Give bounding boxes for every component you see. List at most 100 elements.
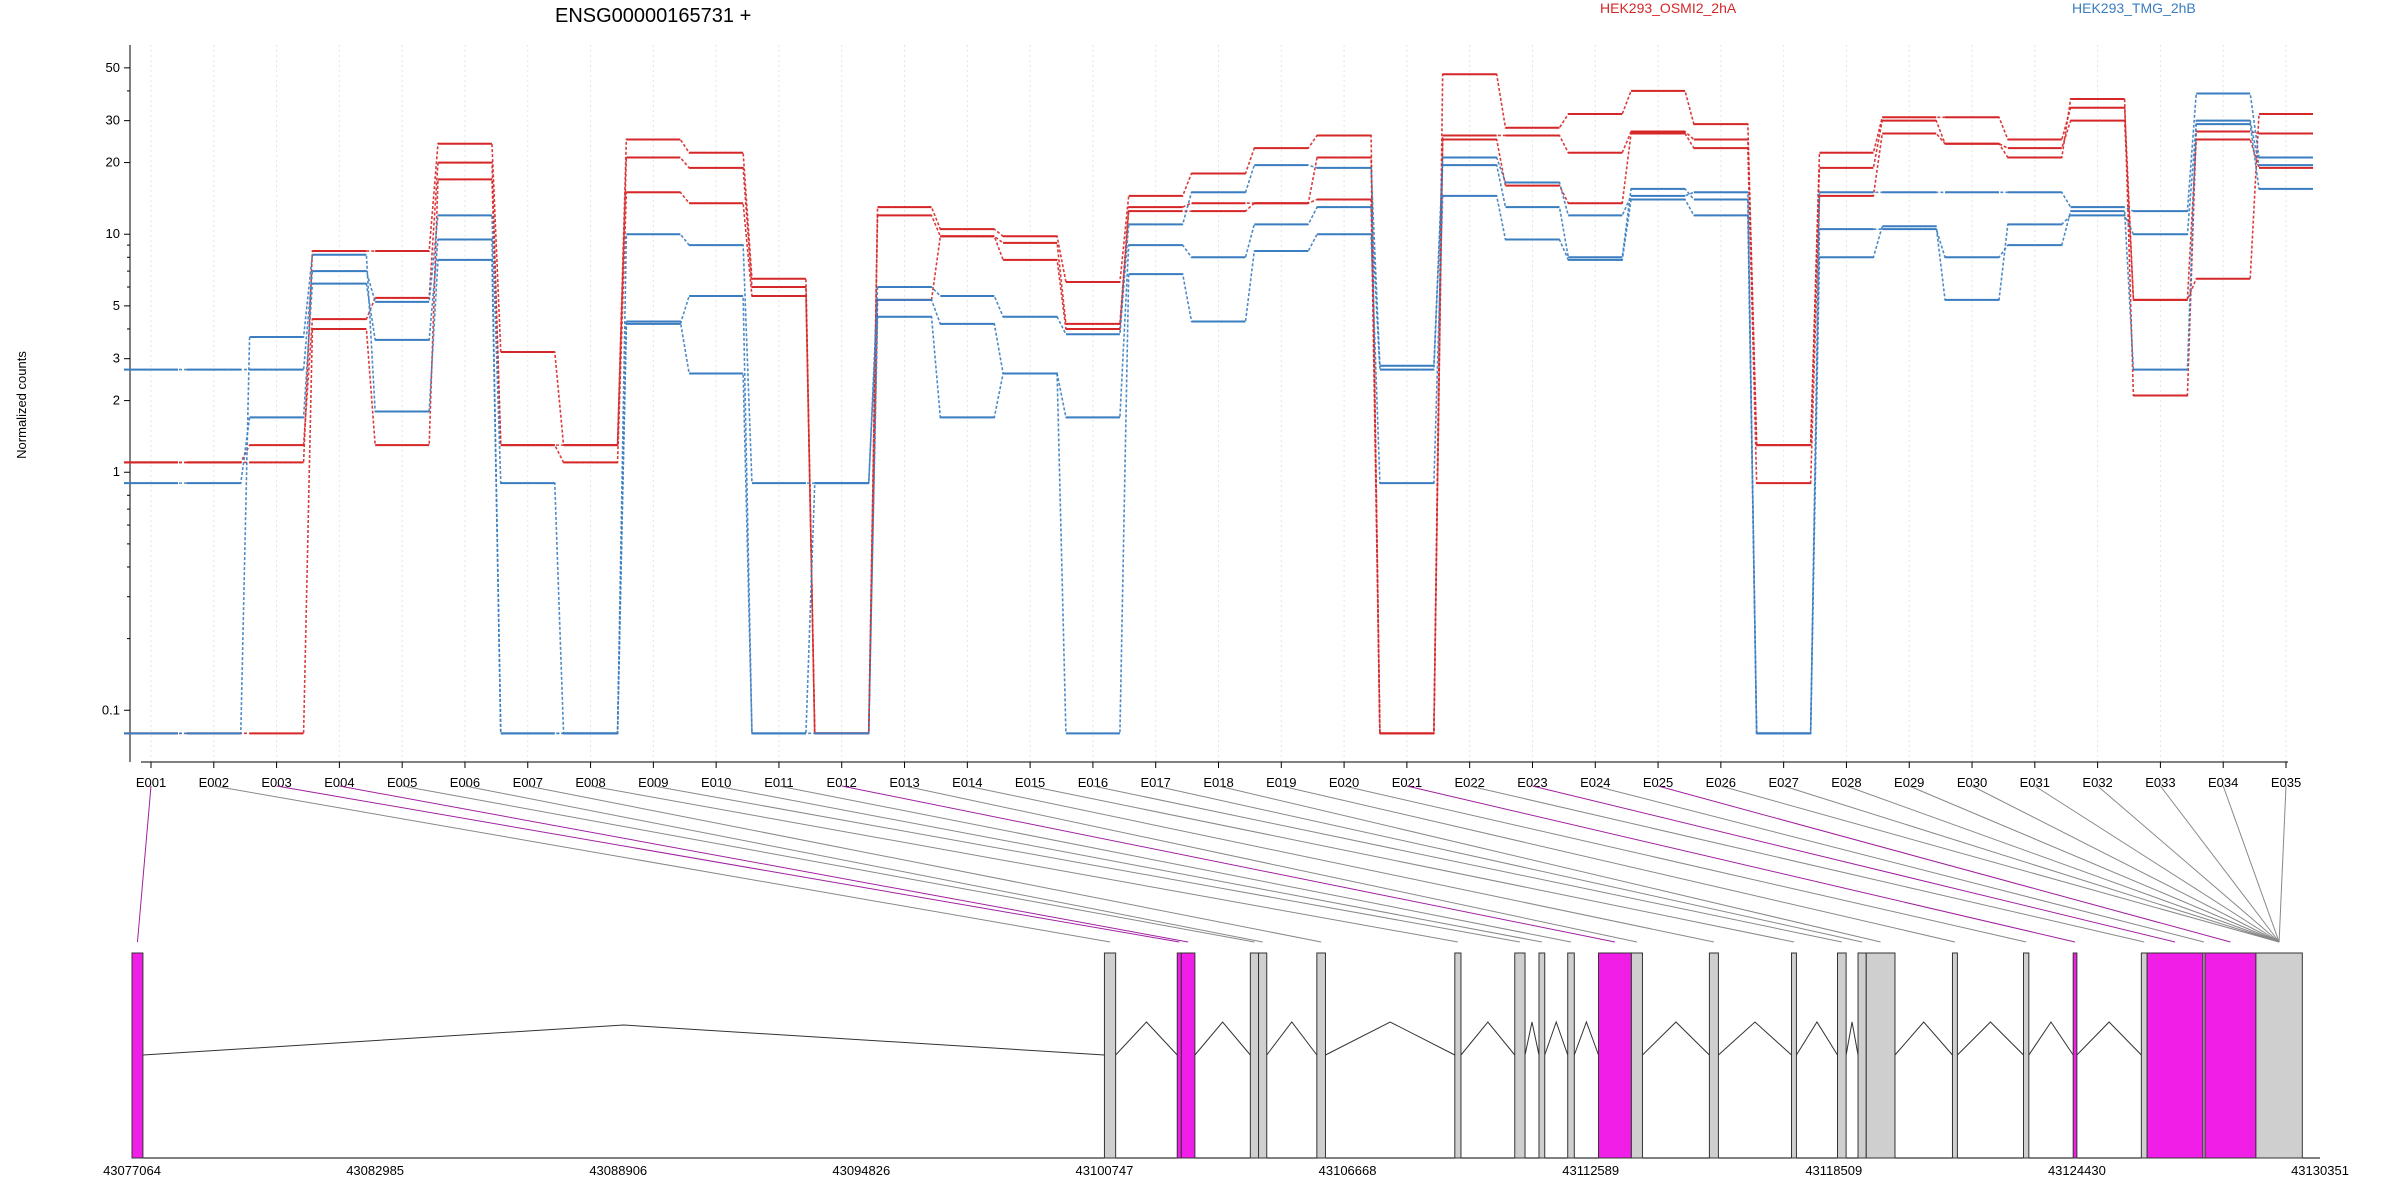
intron-line xyxy=(2028,1021,2074,1056)
x-tick-label: E012 xyxy=(827,775,857,790)
exon-connector-line xyxy=(2160,785,2280,943)
y-tick-label: 2 xyxy=(113,393,120,408)
exon-box xyxy=(1836,952,1847,1159)
y-tick-label: 20 xyxy=(106,155,120,170)
y-tick-label: 3 xyxy=(113,351,120,366)
exon-connector-line xyxy=(1281,785,1956,943)
coordinate-tick-label: 43118509 xyxy=(1805,1163,1862,1178)
exon-connector-line xyxy=(1343,785,2027,943)
intron-line xyxy=(1325,1021,1456,1056)
x-tick-label: E004 xyxy=(324,775,354,790)
exon-connector-line xyxy=(339,785,1189,943)
y-tick-label: 10 xyxy=(106,226,120,241)
x-tick-label: E028 xyxy=(1831,775,1861,790)
gene-model: 43077064 43082985 43088906 43094826 43100747… xyxy=(103,952,2349,1178)
x-tick-label: E013 xyxy=(889,775,919,790)
chart-series xyxy=(124,73,2313,735)
exon-box xyxy=(1176,952,1182,1159)
exon-connector-line xyxy=(1218,785,1881,943)
coordinate-tick-label: 43082985 xyxy=(346,1163,404,1178)
coordinate-tick-label: 43130351 xyxy=(2291,1163,2349,1178)
exon-connector-line xyxy=(1909,785,2280,943)
exon-box xyxy=(1316,952,1326,1159)
y-tick-label: 30 xyxy=(106,113,120,128)
exon-connector-line xyxy=(1092,785,1842,943)
x-tick-label: E029 xyxy=(1894,775,1924,790)
intron-line xyxy=(1544,1020,1569,1056)
exon-box xyxy=(131,952,144,1159)
exon-connector-line xyxy=(1406,785,2076,943)
x-tick-label: E002 xyxy=(199,775,229,790)
x-tick-label: E027 xyxy=(1768,775,1798,790)
exon-connector-line xyxy=(2222,785,2280,943)
x-tick-label: E006 xyxy=(450,775,480,790)
exon-box xyxy=(2072,952,2078,1159)
exon-connector-line xyxy=(967,785,1715,943)
x-tick-label: E011 xyxy=(764,775,793,790)
exon-connector-line xyxy=(590,785,1458,943)
exon-connector-line xyxy=(464,785,1263,943)
x-tick-label: E025 xyxy=(1643,775,1673,790)
exon-connector-line xyxy=(2034,785,2280,943)
intron-line xyxy=(1957,1021,2024,1056)
exon-connector-line xyxy=(136,785,152,943)
intron-line xyxy=(1115,1021,1178,1056)
exon-connector-line xyxy=(1971,785,2280,943)
x-tick-label: E031 xyxy=(2020,775,2050,790)
exon-box xyxy=(1249,952,1260,1159)
x-tick-label: E016 xyxy=(1078,775,1108,790)
intron-line xyxy=(1845,1021,1859,1056)
x-tick-label: E023 xyxy=(1517,775,1547,790)
exon-box xyxy=(1865,952,1896,1159)
exon-box xyxy=(1454,952,1462,1159)
y-tick-label: 50 xyxy=(106,60,120,75)
exon-connector-line xyxy=(653,785,1520,943)
series-line xyxy=(124,73,2313,735)
exon-connector-line xyxy=(213,785,1111,943)
exon-connector-line xyxy=(1720,785,2280,943)
x-tick-label: E015 xyxy=(1015,775,1045,790)
coordinate-tick-label: 43124430 xyxy=(2048,1163,2106,1178)
exon-connector-line xyxy=(841,785,1616,943)
chart-axes: 0.1 1 2 3 5 10 20 30 50 E001 E002 E003 E004 E005 E006 E… xyxy=(102,45,2301,790)
series-connector-path xyxy=(124,92,2313,735)
x-tick-label: E010 xyxy=(701,775,731,790)
series-line xyxy=(124,92,2313,735)
exon-connector-line xyxy=(2097,785,2280,943)
x-tick-label: E009 xyxy=(638,775,668,790)
x-tick-label: E035 xyxy=(2271,775,2301,790)
exon-connector-line xyxy=(1532,785,2176,943)
x-tick-label: E018 xyxy=(1203,775,1233,790)
intron-line xyxy=(1642,1021,1710,1056)
x-tick-label: E022 xyxy=(1454,775,1484,790)
x-tick-label: E005 xyxy=(387,775,417,790)
exon-box xyxy=(1708,952,1719,1159)
coordinate-tick-label: 43088906 xyxy=(589,1163,647,1178)
exon-box xyxy=(2255,952,2303,1159)
coordinate-tick-label: 43106668 xyxy=(1319,1163,1377,1178)
exon-box xyxy=(1180,952,1196,1159)
exon-connector-line xyxy=(1030,785,1795,943)
x-tick-label: E019 xyxy=(1266,775,1296,790)
intron-line xyxy=(1266,1021,1318,1056)
y-tick-label: 5 xyxy=(113,298,120,313)
exon-connectors xyxy=(136,785,2287,943)
exon-connector-line xyxy=(1846,785,2280,943)
exon-connector-line xyxy=(1595,785,2205,943)
intron-line xyxy=(1894,1021,1953,1056)
intron-line xyxy=(1718,1021,1792,1056)
exon-connector-line xyxy=(2278,785,2287,943)
x-tick-label: E017 xyxy=(1141,775,1171,790)
coordinate-tick-label: 43100747 xyxy=(1076,1163,1134,1178)
exon-connector-line xyxy=(276,785,1180,943)
exon-box xyxy=(1567,952,1575,1159)
intron-line xyxy=(142,1024,1105,1056)
intron-line xyxy=(1524,1021,1540,1056)
exon-box xyxy=(1791,952,1797,1159)
x-tick-label: E030 xyxy=(1957,775,1987,790)
coordinate-tick-label: 43077064 xyxy=(103,1163,161,1178)
exon-connector-line xyxy=(1155,785,1863,943)
x-tick-label: E034 xyxy=(2208,775,2238,790)
x-tick-label: E014 xyxy=(952,775,982,790)
